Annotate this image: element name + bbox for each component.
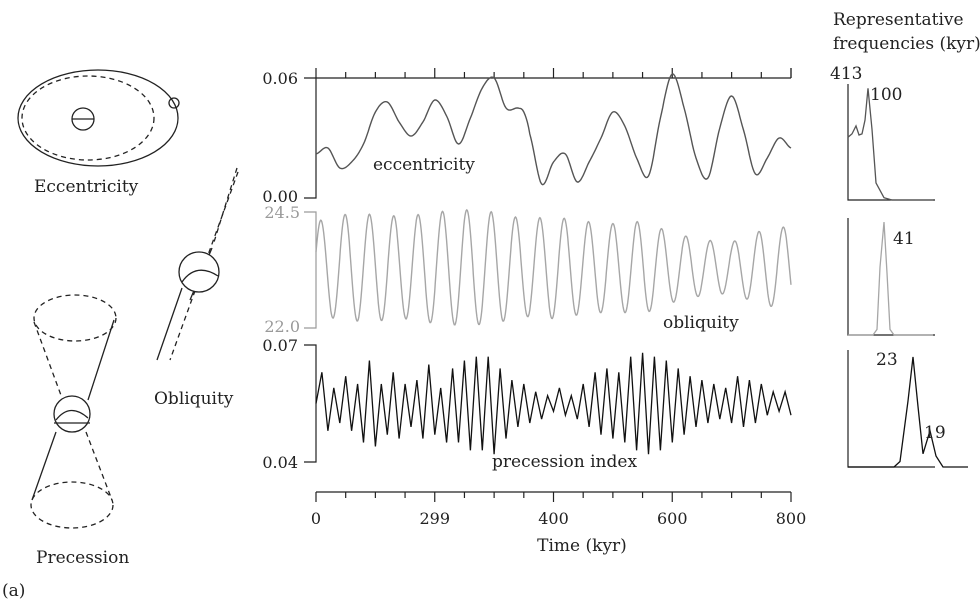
obl-tick-label-top: 24.5	[264, 203, 300, 222]
spectra-title-line-2: frequencies (kyr)	[833, 34, 980, 54]
ecc-tick-label-bottom: 0.00	[262, 187, 298, 206]
precession-spectrum-line	[848, 356, 968, 468]
obliquity-axis-dashed	[213, 167, 238, 243]
time-axis-tick-labels: 0 299 400 600 800	[311, 509, 806, 528]
peak-label-41: 41	[893, 229, 915, 249]
eccentricity-series-label: eccentricity	[373, 155, 475, 175]
peak-label-19: 19	[924, 423, 946, 443]
obliquity-series-line	[315, 208, 792, 326]
obliquity-spectrum-line	[848, 221, 933, 336]
time-tick-label-0: 0	[311, 509, 321, 528]
earth-icon	[168, 97, 180, 109]
peak-label-100: 100	[870, 85, 902, 105]
eccentricity-top-ticks	[315, 68, 792, 78]
eccentricity-panel: 0.06 0.00 eccentricity	[262, 68, 792, 206]
cone-edge-3	[31, 431, 57, 501]
obliquity-axis-solid-lower	[156, 287, 183, 361]
time-axis-ticks	[315, 492, 792, 502]
precession-bottom-cone-ellipse	[30, 481, 114, 529]
eccentricity-spectrum-line	[847, 88, 933, 201]
earth-equator-line	[181, 269, 219, 283]
earth-globe-icon	[178, 251, 220, 293]
cone-edge-1	[33, 321, 63, 399]
prec-tick-label-top: 0.07	[262, 336, 298, 355]
eccentricity-label: Eccentricity	[34, 177, 139, 197]
precession-diagram: Precession	[30, 294, 129, 568]
time-axis-title: Time (kyr)	[537, 536, 627, 556]
cone-edge-4	[85, 431, 113, 501]
eccentric-orbit-solid	[17, 69, 179, 167]
precession-globe-icon	[53, 395, 91, 433]
obliquity-series-label: obliquity	[663, 313, 739, 333]
precession-panel: 0.07 0.04 precession index	[262, 336, 792, 472]
precession-y-axis	[304, 344, 317, 463]
time-tick-label-4: 800	[776, 509, 807, 528]
precession-top-cone-ellipse	[33, 294, 117, 342]
panel-label: (a)	[2, 581, 25, 601]
prec-tick-label-bottom: 0.04	[262, 453, 298, 472]
peak-label-23: 23	[876, 350, 898, 370]
eccentricity-diagram: Eccentricity	[17, 69, 180, 197]
circular-orbit-dashed	[21, 75, 155, 161]
eccentricity-y-axis	[304, 78, 317, 199]
cone-edge-2	[87, 319, 115, 401]
time-tick-label-3: 600	[657, 509, 688, 528]
precession-label: Precession	[36, 548, 129, 568]
obliquity-y-axis	[304, 211, 317, 329]
eccentricity-series-line	[315, 73, 792, 186]
precession-series-line	[315, 352, 792, 455]
time-tick-label-1: 299	[419, 509, 450, 528]
obl-spectrum-axes	[847, 218, 935, 336]
obliquity-label: Obliquity	[154, 389, 234, 409]
precession-equator-line	[55, 409, 89, 421]
time-tick-label-2: 400	[538, 509, 569, 528]
spectra-title-line-1: Representative	[833, 10, 964, 30]
time-axis: 0 299 400 600 800 Time (kyr)	[311, 491, 806, 556]
precession-series-label: precession index	[492, 452, 637, 472]
spectra-column: Representative frequencies (kyr) 413 100…	[830, 10, 980, 468]
ecc-tick-label-top: 0.06	[262, 69, 298, 88]
obliquity-diagram: Obliquity	[154, 167, 239, 409]
obl-tick-label-bottom: 22.0	[264, 317, 300, 336]
peak-label-413: 413	[830, 64, 862, 84]
obliquity-panel: 24.5 22.0 obliquity	[264, 203, 792, 336]
